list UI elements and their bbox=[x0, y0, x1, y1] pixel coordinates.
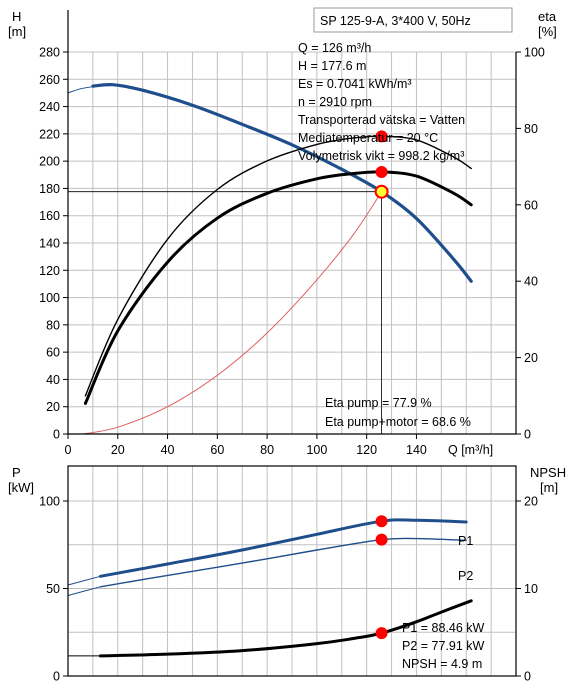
duty-point-p2-marker bbox=[375, 533, 388, 546]
bottom-left-tick-label: 100 bbox=[39, 495, 60, 509]
top-left-tick-label: 220 bbox=[39, 127, 60, 141]
system-curve bbox=[82, 191, 383, 435]
top-left-tick-label: 240 bbox=[39, 100, 60, 114]
top-left-tick-label: 200 bbox=[39, 155, 60, 169]
x-tick-label: 100 bbox=[306, 443, 327, 457]
legend-p2: P2 bbox=[458, 569, 473, 583]
bottom-ylabel-right-unit: [m] bbox=[540, 480, 558, 495]
top-left-tick-label: 140 bbox=[39, 237, 60, 251]
title-box bbox=[313, 7, 513, 33]
p2-curve-extension bbox=[67, 586, 101, 596]
bottom-ylabel-left-unit: [kW] bbox=[8, 480, 34, 495]
x-tick-label: 120 bbox=[356, 443, 377, 457]
p1-annotation: P1 = 88.46 kW bbox=[402, 621, 485, 635]
top-left-tick-label: 120 bbox=[39, 264, 60, 278]
bottom-ylabel-right: NPSH bbox=[530, 465, 566, 480]
top-left-tick-label: 260 bbox=[39, 73, 60, 87]
eta-pump-annotation: Eta pump = 77.9 % bbox=[325, 396, 432, 410]
eta-pump-motor-curve bbox=[83, 170, 473, 405]
top-left-tick-label: 100 bbox=[39, 291, 60, 305]
bottom-right-tick-label: 10 bbox=[524, 582, 538, 596]
info-line-temperature: Mediatemperatur = 20 °C bbox=[298, 131, 438, 145]
top-ylabel-left: H bbox=[12, 9, 21, 24]
bottom-right-tick-label: 0 bbox=[524, 670, 531, 684]
info-line-density: Volymetrisk vikt = 998.2 kg/m³ bbox=[298, 149, 464, 163]
top-left-tick-label: 20 bbox=[46, 400, 60, 414]
top-left-tick-label: 80 bbox=[46, 318, 60, 332]
top-ylabel-right: eta bbox=[538, 9, 557, 24]
x-tick-label: 140 bbox=[406, 443, 427, 457]
p2-annotation: P2 = 77.91 kW bbox=[402, 639, 485, 653]
curves-layer bbox=[67, 82, 473, 658]
top-ylabel-right-unit: [%] bbox=[538, 24, 557, 39]
npsh-curve bbox=[98, 599, 473, 658]
info-line-q: Q = 126 m³/h bbox=[298, 41, 371, 55]
top-right-tick-label: 60 bbox=[524, 198, 538, 212]
top-right-tick-label: 0 bbox=[524, 428, 531, 442]
duty-point-p1-marker bbox=[375, 515, 388, 528]
bottom-plot-frame bbox=[67, 465, 517, 677]
x-tick-label: 20 bbox=[111, 443, 125, 457]
x-tick-label: 40 bbox=[161, 443, 175, 457]
info-line-n: n = 2910 rpm bbox=[298, 95, 372, 109]
duty-point-eta-pump-motor-marker bbox=[375, 165, 388, 178]
x-tick-label: 60 bbox=[210, 443, 224, 457]
bottom-right-tick-label: 20 bbox=[524, 495, 538, 509]
bottom-ylabel-left: P bbox=[12, 465, 21, 480]
top-left-tick-label: 0 bbox=[53, 428, 60, 442]
x-tick-label: 0 bbox=[65, 443, 72, 457]
p1-curve-extension bbox=[67, 575, 101, 586]
top-xlabel: Q [m³/h] bbox=[448, 443, 493, 457]
head-curve bbox=[91, 82, 473, 283]
eta-pump-curve bbox=[84, 135, 472, 397]
p1-curve bbox=[98, 518, 468, 578]
top-left-tick-label: 180 bbox=[39, 182, 60, 196]
npsh-annotation: NPSH = 4.9 m bbox=[402, 657, 482, 671]
info-line-es: Es = 0.7041 kWh/m³ bbox=[298, 77, 412, 91]
top-left-tick-label: 160 bbox=[39, 209, 60, 223]
duty-point-head-marker bbox=[374, 184, 389, 199]
p2-curve bbox=[99, 537, 467, 588]
top-right-tick-label: 40 bbox=[524, 275, 538, 289]
top-right-tick-label: 100 bbox=[524, 46, 545, 60]
top-ylabel-left-unit: [m] bbox=[8, 24, 26, 39]
duty-point-eta-pump-marker bbox=[375, 130, 388, 143]
bottom-left-tick-label: 50 bbox=[46, 582, 60, 596]
top-left-tick-label: 40 bbox=[46, 373, 60, 387]
x-tick-label: 80 bbox=[260, 443, 274, 457]
chart-title: SP 125-9-A, 3*400 V, 50Hz bbox=[320, 14, 471, 28]
top-left-tick-label: 280 bbox=[39, 46, 60, 60]
top-right-tick-label: 20 bbox=[524, 351, 538, 365]
info-line-liquid: Transporterad vätska = Vatten bbox=[298, 113, 465, 127]
info-line-h: H = 177.6 m bbox=[298, 59, 366, 73]
bottom-left-tick-label: 0 bbox=[53, 670, 60, 684]
duty-point-npsh-marker bbox=[375, 627, 388, 640]
top-right-tick-label: 80 bbox=[524, 122, 538, 136]
top-left-tick-label: 60 bbox=[46, 346, 60, 360]
legend-p1: P1 bbox=[458, 534, 473, 548]
eta-pump-motor-annotation: Eta pump+motor = 68.6 % bbox=[325, 415, 471, 429]
frame-layer: 0204060801001201401601802002202402602800… bbox=[39, 10, 545, 684]
